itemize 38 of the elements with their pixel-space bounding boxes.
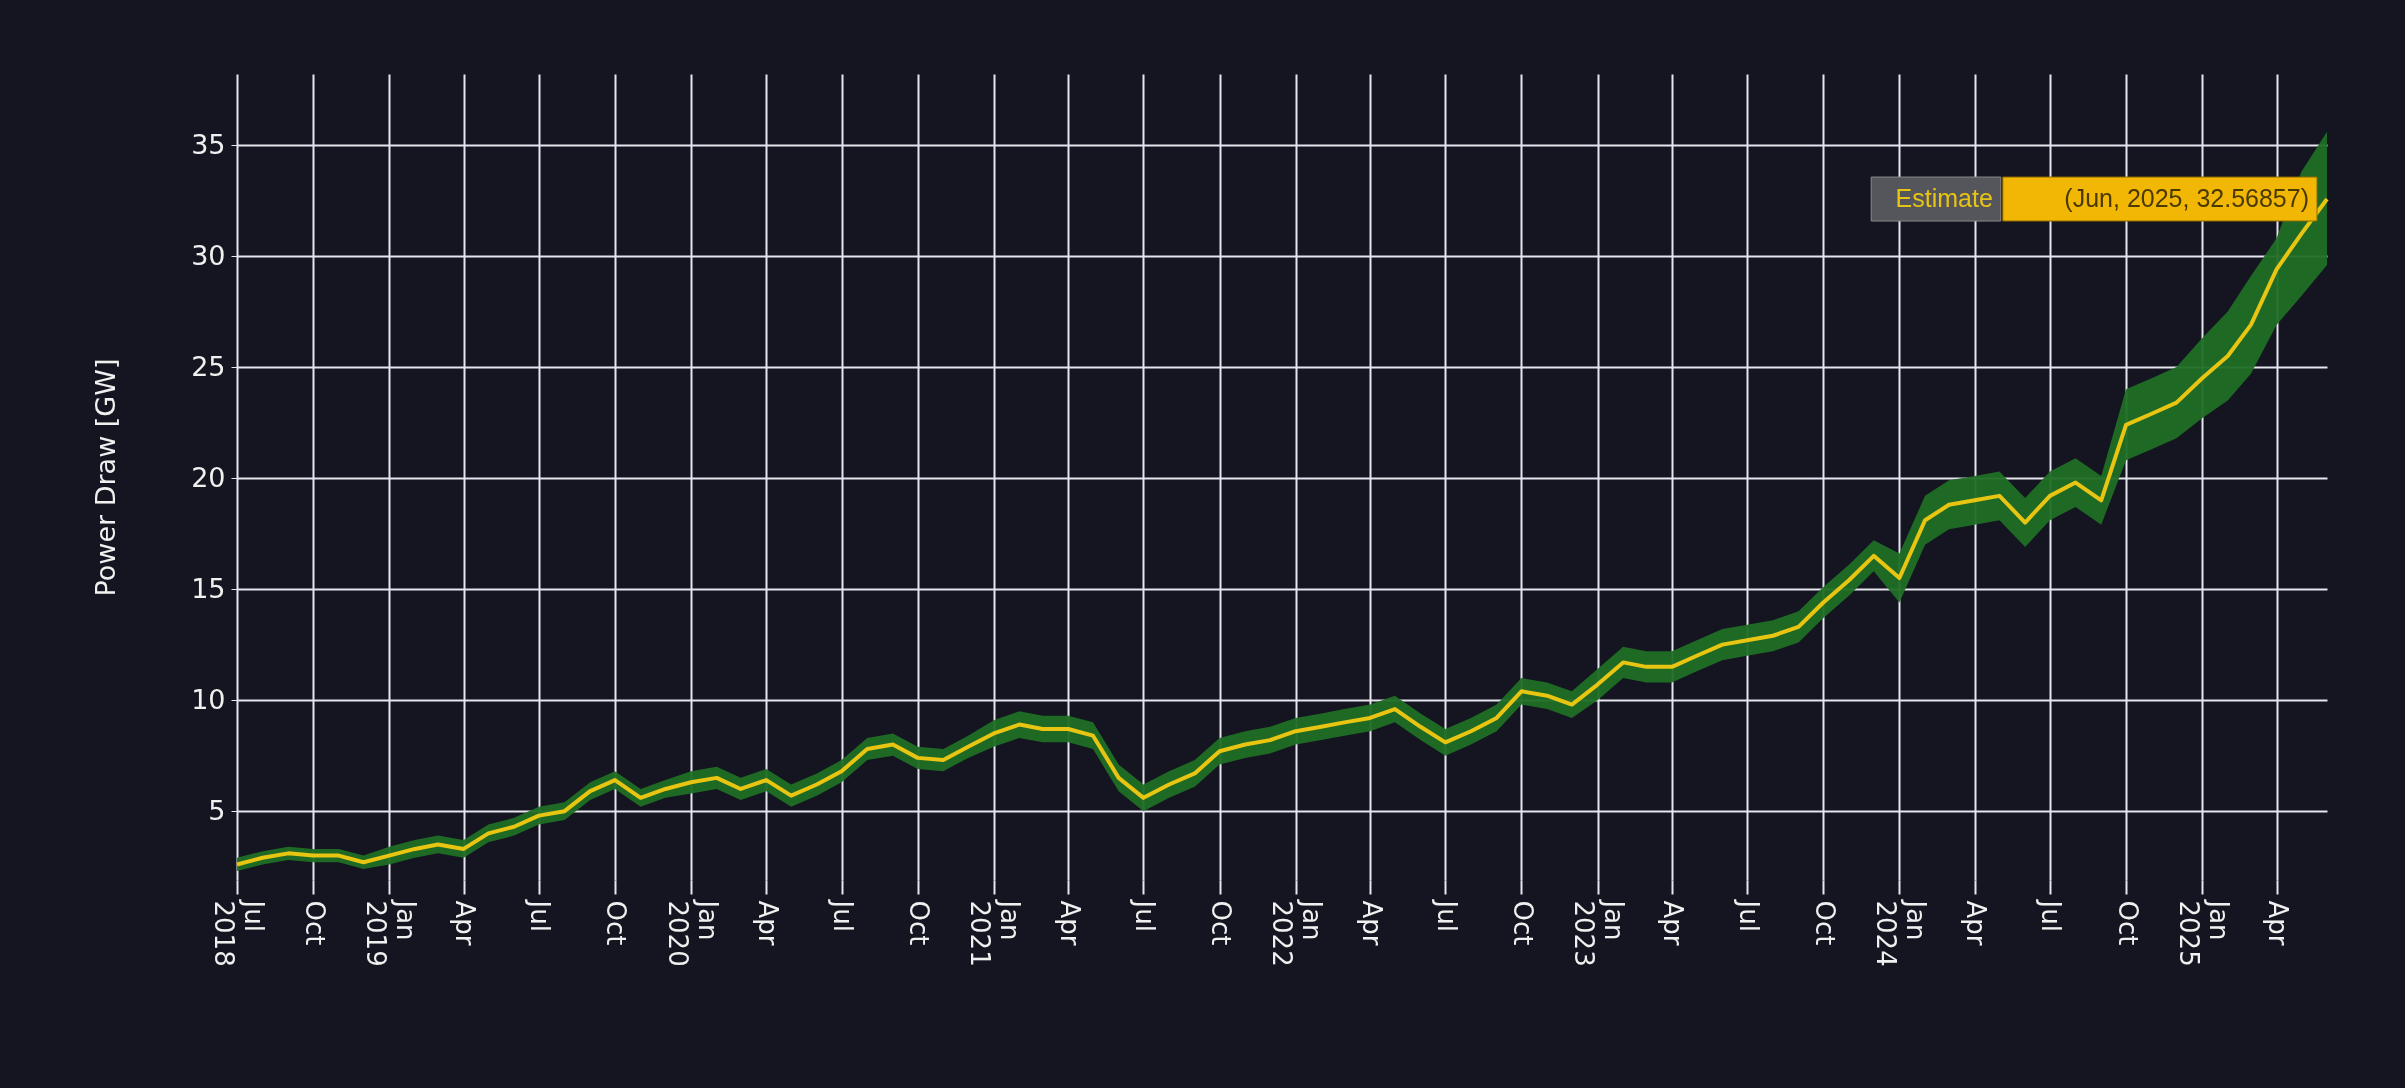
y-tick-label: 5 [208, 794, 226, 826]
y-tick-label: 10 [191, 683, 226, 715]
x-tick-label: Jul [2036, 898, 2067, 932]
x-tick-label: Jan 2019 [360, 898, 421, 967]
y-tick-label: 35 [191, 128, 226, 160]
x-tick-label: Jul [1129, 898, 1160, 932]
y-tick-label: 15 [191, 572, 226, 604]
text: Estimate [1895, 184, 1993, 213]
x-tick-label: Jan 2024 [1870, 898, 1931, 967]
x-tick-label: Oct [1809, 900, 1840, 946]
x-tick-label: Apr [450, 900, 481, 946]
x-tick-label: Apr [2263, 900, 2294, 946]
x-tick-label: Jan 2020 [662, 898, 723, 967]
y-axis-title: Power Draw [GW] [90, 358, 122, 597]
x-tick-label: Apr [1658, 900, 1689, 946]
x-tick-label: Oct [1507, 900, 1538, 946]
x-tick-label: Jul [1733, 898, 1764, 932]
x-tick-label: Jul [828, 898, 859, 932]
x-tick-label: Jan 2022 [1267, 898, 1328, 967]
x-tick-label: Oct [1206, 900, 1237, 946]
y-tick-label: 30 [191, 239, 226, 271]
x-tick-label: Oct [2112, 900, 2143, 946]
x-tick-label: Apr [752, 900, 783, 946]
x-tick-label: Apr [1356, 900, 1387, 946]
x-tick-label: Jul 2018 [208, 898, 269, 967]
x-tick-label: Jul [1431, 898, 1462, 932]
x-tick-label: Oct [601, 900, 632, 946]
x-tick-label: Oct [904, 900, 935, 946]
x-tick-label: Apr [1054, 900, 1085, 946]
x-tick-label: Jan 2023 [1569, 898, 1630, 967]
annotation: (Jun, 2025, 32.56857) [2064, 184, 2309, 213]
y-tick-label: 25 [191, 350, 226, 382]
y-tick-label: 20 [191, 461, 226, 493]
x-tick-label: Jan 2021 [965, 898, 1026, 967]
x-tick-label: Oct [299, 900, 330, 946]
x-tick-label: Apr [1961, 900, 1992, 946]
x-tick-label: Jan 2025 [2173, 898, 2234, 967]
x-tick-label: Jul [525, 898, 556, 932]
